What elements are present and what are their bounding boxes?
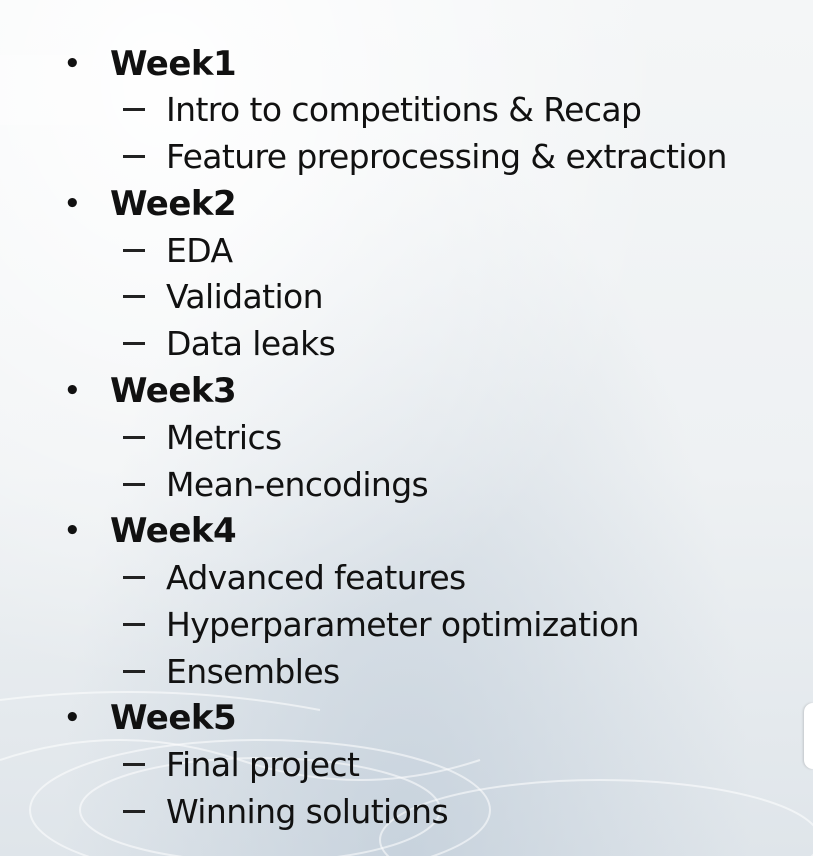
- list-item: Metrics: [0, 415, 813, 462]
- week-heading-2: • Week2: [0, 181, 813, 228]
- item-label: Ensembles: [166, 652, 340, 691]
- week-heading-3: • Week3: [0, 368, 813, 415]
- list-item: Advanced features: [0, 555, 813, 602]
- item-label: Final project: [166, 745, 360, 784]
- dash-icon: [123, 483, 145, 486]
- dash-icon: [123, 295, 145, 298]
- item-label: Intro to competitions & Recap: [166, 90, 642, 129]
- bullet-icon: •: [64, 49, 81, 79]
- item-label: Validation: [166, 277, 324, 316]
- list-item: Mean-encodings: [0, 462, 813, 509]
- week-heading-4: • Week4: [0, 508, 813, 555]
- item-label: Hyperparameter optimization: [166, 605, 640, 644]
- dash-icon: [123, 108, 145, 111]
- dash-icon: [123, 249, 145, 252]
- week-label: Week3: [110, 371, 237, 411]
- dash-icon: [123, 342, 145, 345]
- bullet-icon: •: [64, 376, 81, 406]
- bullet-icon: •: [64, 189, 81, 219]
- dash-icon: [123, 763, 145, 766]
- list-item: Hyperparameter optimization: [0, 602, 813, 649]
- dash-icon: [123, 155, 145, 158]
- dash-icon: [123, 810, 145, 813]
- list-item: Final project: [0, 742, 813, 789]
- dash-icon: [123, 576, 145, 579]
- week-label: Week1: [110, 44, 237, 84]
- list-item: Data leaks: [0, 321, 813, 368]
- list-item: EDA: [0, 228, 813, 275]
- list-item: Ensembles: [0, 649, 813, 696]
- list-item: Validation: [0, 274, 813, 321]
- list-item: Intro to competitions & Recap: [0, 87, 813, 134]
- item-label: Data leaks: [166, 324, 336, 363]
- item-label: EDA: [166, 231, 233, 270]
- bullet-icon: •: [64, 703, 81, 733]
- dash-icon: [123, 623, 145, 626]
- bullet-icon: •: [64, 516, 81, 546]
- item-label: Feature preprocessing & extraction: [166, 137, 727, 176]
- dash-icon: [123, 436, 145, 439]
- item-label: Metrics: [166, 418, 282, 457]
- week-heading-5: • Week5: [0, 695, 813, 742]
- week-label: Week4: [110, 511, 237, 551]
- list-item: Feature preprocessing & extraction: [0, 134, 813, 181]
- week-label: Week2: [110, 184, 237, 224]
- item-label: Mean-encodings: [166, 465, 429, 504]
- week-heading-1: • Week1: [0, 41, 813, 88]
- dash-icon: [123, 670, 145, 673]
- week-label: Week5: [110, 698, 237, 738]
- side-panel-tab[interactable]: [804, 703, 813, 769]
- list-item: Winning solutions: [0, 789, 813, 836]
- item-label: Winning solutions: [166, 792, 449, 831]
- item-label: Advanced features: [166, 558, 466, 597]
